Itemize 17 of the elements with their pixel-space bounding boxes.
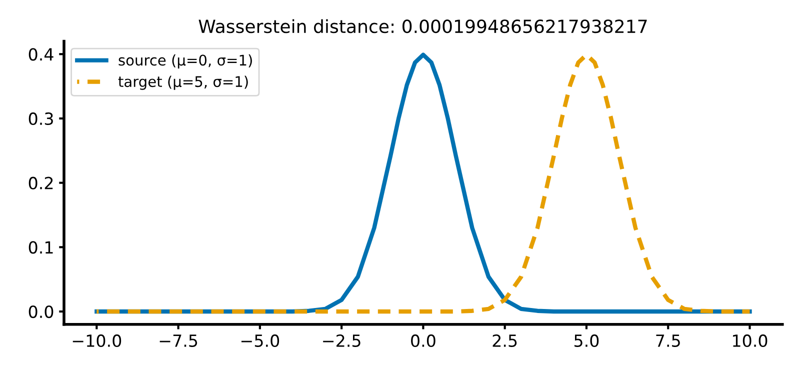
x-tick-label: −2.5 xyxy=(323,334,360,347)
y-tick-label: 0.1 xyxy=(28,241,53,254)
x-tick-label: 0.0 xyxy=(411,334,436,347)
x-tick-label: 7.5 xyxy=(656,334,680,347)
legend-label: source (μ=0, σ=1) xyxy=(118,54,252,68)
chart-title: Wasserstein distance: 0.00019948656217938217 xyxy=(198,19,647,34)
y-tick-label: 0.2 xyxy=(28,176,53,190)
y-tick-label: 0.0 xyxy=(28,305,54,318)
y-tick-label: 0.3 xyxy=(28,112,53,126)
y-tick-label: 0.4 xyxy=(28,48,54,61)
x-tick-label: 5.0 xyxy=(574,334,599,347)
x-tick-label: −10.0 xyxy=(72,334,122,347)
x-tick-label: 10.0 xyxy=(733,334,768,347)
x-tick-label: −7.5 xyxy=(160,334,198,347)
x-tick-label: −5.0 xyxy=(241,334,280,347)
legend-label: target (μ=5, σ=1) xyxy=(118,76,248,90)
x-tick-label: 2.5 xyxy=(492,334,517,347)
